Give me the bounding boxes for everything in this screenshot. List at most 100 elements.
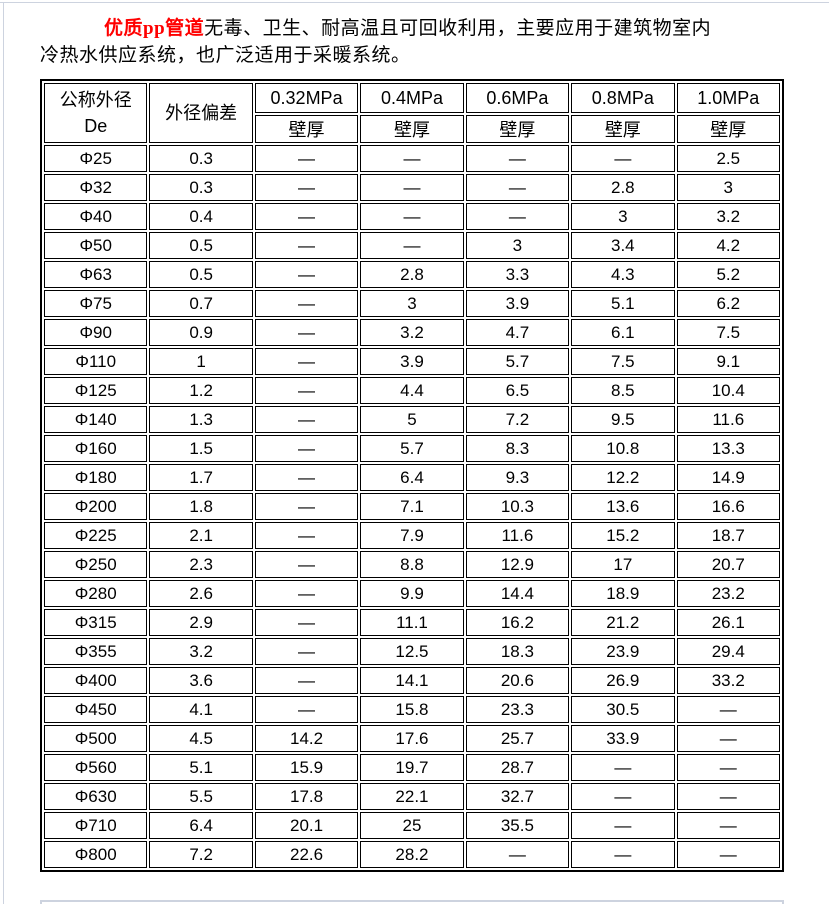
pipe-size-cell: Φ400 [44,667,148,694]
wall-thickness-cell: — [360,174,464,201]
wall-thickness-cell: 3.4 [571,232,675,259]
deviation-cell: 0.3 [149,145,253,172]
pipe-spec-table: 公称外径 De 外径偏差 0.32MPa 0.4MPa 0.6MPa 0.8MP… [40,79,784,872]
wall-thickness-cell: 8.8 [360,551,464,578]
table-row: Φ560 5.1 15.9 19.7 28.7 — — [44,754,780,781]
pipe-table-body: Φ25 0.3 — — — — 2.5 Φ32 0.3 — — — 2.8 3 … [44,145,780,868]
deviation-cell: 0.3 [149,174,253,201]
pipe-size-cell: Φ40 [44,203,148,230]
wall-thickness-cell: 7.5 [571,348,675,375]
wall-thickness-cell: 33.2 [676,667,780,694]
pipe-size-cell: Φ50 [44,232,148,259]
wall-thickness-cell: — [360,232,464,259]
wall-thickness-cell: 17 [571,551,675,578]
deviation-cell: 0.7 [149,290,253,317]
next-table-cutoff [40,900,784,904]
wall-thickness-cell: — [676,841,780,868]
wall-thickness-cell: — [254,203,359,230]
wall-thickness-cell: 3.2 [676,203,780,230]
wall-thickness-cell: 22.6 [254,841,359,868]
wall-thickness-cell: — [571,145,675,172]
pipe-size-cell: Φ225 [44,522,148,549]
table-row: Φ110 1 — 3.9 5.7 7.5 9.1 [44,348,780,375]
wall-thickness-cell: — [254,145,359,172]
table-row: Φ355 3.2 — 12.5 18.3 23.9 29.4 [44,638,780,665]
wall-thickness-cell: — [254,551,359,578]
wall-thickness-cell: — [254,493,359,520]
wall-thickness-cell: 7.2 [465,406,570,433]
table-row: Φ180 1.7 — 6.4 9.3 12.2 14.9 [44,464,780,491]
deviation-cell: 5.1 [149,754,253,781]
wall-thickness-cell: 23.9 [571,638,675,665]
deviation-cell: 5.5 [149,783,253,810]
deviation-cell: 2.6 [149,580,253,607]
wall-thickness-cell: — [254,667,359,694]
pipe-size-cell: Φ160 [44,435,148,462]
wall-thickness-cell: 5 [360,406,464,433]
wall-thickness-cell: 7.5 [676,319,780,346]
wall-thickness-cell: 18.7 [676,522,780,549]
wall-thickness-cell: 13.3 [676,435,780,462]
wall-thickness-cell: 21.2 [571,609,675,636]
wall-thickness-cell: — [254,609,359,636]
pipe-size-cell: Φ25 [44,145,148,172]
pipe-size-cell: Φ125 [44,377,148,404]
wall-thickness-cell: 28.7 [465,754,570,781]
wall-thickness-cell: 11.6 [465,522,570,549]
wall-thickness-cell: 3.9 [465,290,570,317]
wall-thickness-cell: — [676,725,780,752]
wall-thickness-cell: 2.8 [360,261,464,288]
wall-thickness-cell: — [254,522,359,549]
pipe-size-cell: Φ90 [44,319,148,346]
table-row: Φ90 0.9 — 3.2 4.7 6.1 7.5 [44,319,780,346]
wall-thickness-cell: 20.7 [676,551,780,578]
header-row-pressures: 公称外径 De 外径偏差 0.32MPa 0.4MPa 0.6MPa 0.8MP… [44,83,780,143]
table-row: Φ40 0.4 — — — 3 3.2 [44,203,780,230]
pipe-size-cell: Φ110 [44,348,148,375]
wall-thickness-cell: — [254,261,359,288]
wall-thickness-cell: — [465,203,570,230]
pipe-size-cell: Φ200 [44,493,148,520]
wall-thickness-cell: — [254,174,359,201]
deviation-cell: 2.3 [149,551,253,578]
wall-thickness-cell: 3 [465,232,570,259]
deviation-cell: 1.2 [149,377,253,404]
header-wall-3: 壁厚 [571,115,675,143]
wall-thickness-cell: 19.7 [360,754,464,781]
wall-thickness-cell: — [254,580,359,607]
intro-paragraph: 优质pp管道无毒、卫生、耐高温且可回收利用，主要应用于建筑物室内 冷热水供应系统，… [40,15,752,69]
wall-thickness-cell: 4.2 [676,232,780,259]
wall-thickness-cell: 9.9 [360,580,464,607]
table-row: Φ200 1.8 — 7.1 10.3 13.6 16.6 [44,493,780,520]
pipe-size-cell: Φ280 [44,580,148,607]
table-row: Φ140 1.3 — 5 7.2 9.5 11.6 [44,406,780,433]
wall-thickness-cell: 7.1 [360,493,464,520]
wall-thickness-cell: — [571,783,675,810]
wall-thickness-cell: — [254,696,359,723]
wall-thickness-cell: 20.6 [465,667,570,694]
intro-line1: 无毒、卫生、耐高温且可回收利用，主要应用于建筑物室内 [204,18,712,39]
table-row: Φ280 2.6 — 9.9 14.4 18.9 23.2 [44,580,780,607]
wall-thickness-cell: 15.2 [571,522,675,549]
wall-thickness-cell: 4.3 [571,261,675,288]
wall-thickness-cell: — [571,754,675,781]
wall-thickness-cell: 3 [571,203,675,230]
wall-thickness-cell: 2.5 [676,145,780,172]
table-row: Φ125 1.2 — 4.4 6.5 8.5 10.4 [44,377,780,404]
header-pressure-3: 0.8MPa [571,83,675,113]
wall-thickness-cell: 2.8 [571,174,675,201]
wall-thickness-cell: 33.9 [571,725,675,752]
wall-thickness-cell: 5.7 [360,435,464,462]
wall-thickness-cell: 11.1 [360,609,464,636]
wall-thickness-cell: 6.4 [360,464,464,491]
wall-thickness-cell: — [254,348,359,375]
deviation-cell: 3.2 [149,638,253,665]
wall-thickness-cell: 14.9 [676,464,780,491]
wall-thickness-cell: 5.2 [676,261,780,288]
table-row: Φ630 5.5 17.8 22.1 32.7 — — [44,783,780,810]
wall-thickness-cell: 25.7 [465,725,570,752]
table-row: Φ315 2.9 — 11.1 16.2 21.2 26.1 [44,609,780,636]
wall-thickness-cell: 16.2 [465,609,570,636]
deviation-cell: 1.3 [149,406,253,433]
table-row: Φ225 2.1 — 7.9 11.6 15.2 18.7 [44,522,780,549]
